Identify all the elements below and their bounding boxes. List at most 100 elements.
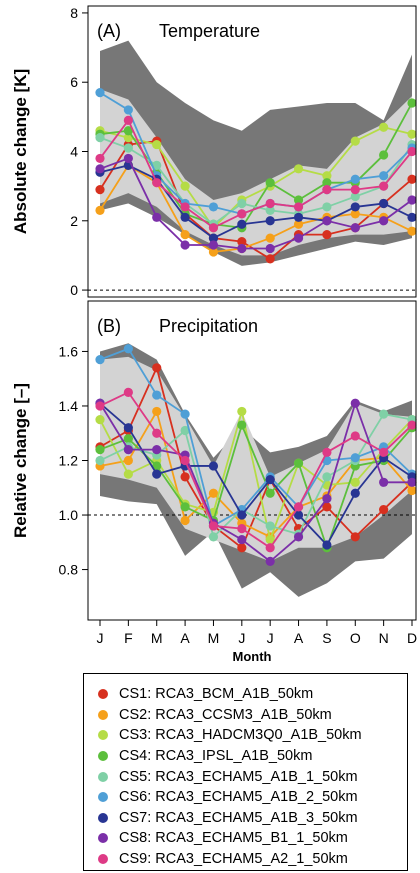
series-line <box>99 126 413 230</box>
data-point <box>152 363 162 373</box>
data-point <box>152 469 162 479</box>
legend-marker <box>98 854 108 865</box>
y-tick-label: 1.6 <box>59 343 79 359</box>
data-point <box>265 216 275 226</box>
data-point <box>379 477 389 487</box>
legend-item: CS4: RCA3_IPSL_A1B_50km <box>98 746 407 767</box>
series-line <box>99 400 412 563</box>
data-point <box>180 472 190 482</box>
panel-title: Precipitation <box>159 316 258 336</box>
data-point <box>322 216 332 226</box>
legend-item: CS6: RCA3_ECHAM5_A1B_2_50km <box>98 787 407 808</box>
data-point <box>350 431 360 441</box>
data-point <box>95 444 105 455</box>
series-line <box>99 413 413 539</box>
panel-label: (A) <box>97 21 121 41</box>
data-point <box>208 202 219 212</box>
data-point <box>322 447 332 457</box>
data-point <box>265 243 275 254</box>
legend-label: CS4: RCA3_IPSL_A1B_50km <box>119 748 313 765</box>
y-tick-label: 1.4 <box>59 398 79 414</box>
data-point <box>265 474 275 485</box>
data-point <box>379 447 389 457</box>
legend: CS1: RCA3_BCM_A1B_50km CS2: RCA3_CCSM3_A1… <box>83 673 408 871</box>
data-point <box>265 488 275 498</box>
y-tick-label: 4 <box>70 144 78 160</box>
data-point <box>293 195 304 205</box>
data-point <box>350 191 360 202</box>
data-point <box>322 540 332 550</box>
data-point <box>180 240 190 250</box>
data-point <box>379 409 389 419</box>
data-point <box>208 488 219 498</box>
y-tick-label: 0 <box>70 282 78 298</box>
data-point <box>95 185 105 195</box>
data-point <box>123 126 133 136</box>
y-tick-label: 1.0 <box>59 507 79 523</box>
series-line <box>99 136 413 226</box>
x-tick-label: F <box>124 630 133 646</box>
series-line <box>99 118 413 229</box>
envelope-light <box>100 89 412 256</box>
data-point <box>237 219 247 229</box>
data-point <box>123 115 133 125</box>
y-axis-label: Absolute change [K] <box>11 69 30 234</box>
data-point <box>95 164 105 174</box>
y-axis-label: Relative change [–] <box>11 383 30 538</box>
data-point <box>152 444 162 455</box>
data-point <box>293 164 304 174</box>
data-point <box>180 515 190 526</box>
data-point <box>123 143 133 153</box>
legend-item: CS8: RCA3_ECHAM5_B1_1_50km <box>98 828 407 849</box>
data-point <box>208 223 219 233</box>
data-point <box>322 185 332 195</box>
data-point <box>350 174 360 184</box>
data-point <box>208 233 219 243</box>
series-line <box>99 347 413 528</box>
data-point <box>180 455 190 466</box>
y-tick-label: 6 <box>70 74 78 90</box>
x-tick-label: S <box>322 630 331 646</box>
data-point <box>322 494 332 504</box>
series-line <box>99 365 413 550</box>
data-point <box>123 444 133 455</box>
y-tick-label: 8 <box>70 5 78 21</box>
legend-label: CS7: RCA3_ECHAM5_A1B_3_50km <box>119 809 358 826</box>
data-point <box>293 233 304 243</box>
data-point <box>265 178 275 188</box>
precipitation-panel: 0.8 1.0 1.2 1.4 1.6 Relative change [–] (B) Pre… <box>11 300 417 621</box>
legend-label: CS1: RCA3_BCM_A1B_50km <box>119 686 314 703</box>
data-point <box>265 543 275 553</box>
legend-label: CS9: RCA3_ECHAM5_A2_1_50km <box>119 851 348 868</box>
data-point <box>95 401 105 411</box>
data-point <box>237 420 247 430</box>
data-point <box>208 521 219 531</box>
data-point <box>237 406 247 417</box>
x-tick-label: M <box>208 630 220 646</box>
data-point <box>123 423 133 433</box>
series-line <box>99 140 413 261</box>
data-point <box>152 461 162 471</box>
y-tick-label: 0.8 <box>59 562 79 578</box>
y-tick-label: 1.2 <box>59 453 79 469</box>
legend-label: CS5: RCA3_ECHAM5_A1B_1_50km <box>119 768 358 785</box>
data-point <box>379 171 389 181</box>
series-line <box>99 402 413 547</box>
data-point <box>95 133 105 143</box>
series-line <box>99 422 413 551</box>
data-point <box>350 209 360 219</box>
data-point <box>379 150 389 160</box>
data-point <box>379 122 389 132</box>
legend-item: CS1: RCA3_BCM_A1B_50km <box>98 684 407 705</box>
series-cs9 <box>95 115 417 233</box>
data-point <box>123 387 133 397</box>
legend-label: CS8: RCA3_ECHAM5_B1_1_50km <box>119 830 348 847</box>
data-point <box>265 205 275 215</box>
data-point <box>152 390 162 400</box>
data-point <box>95 205 105 215</box>
series-line <box>99 157 413 250</box>
data-point <box>237 243 247 254</box>
data-point <box>407 212 417 222</box>
legend-marker <box>98 730 108 741</box>
data-point <box>180 425 190 436</box>
